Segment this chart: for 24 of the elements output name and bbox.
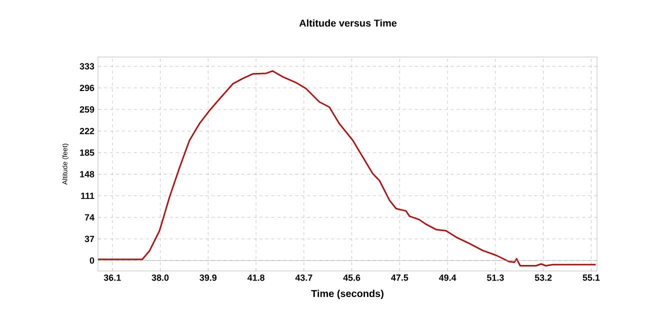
y-tick-label: 0 [90,257,94,264]
y-tick-label: 185 [80,149,94,156]
y-tick-label: 37 [84,236,94,242]
y-tick-label: 111 [81,192,94,199]
x-tick-label: 45.6 [343,274,360,281]
y-tick-label: 296 [80,84,94,92]
y-tick-label: 259 [80,106,94,113]
x-tick-label: 49.4 [438,274,456,281]
x-tick-label: 51.3 [487,274,504,281]
x-tick-label: 38.0 [152,274,169,281]
x-tick-label: 39.9 [200,274,217,281]
x-tick-label: 41.8 [247,274,264,281]
x-tick-label: 43.7 [295,274,312,281]
y-tick-label: 148 [80,171,94,178]
x-axis-title: Time (seconds) [311,290,384,300]
x-tick-label: 53.2 [534,274,552,281]
x-tick-label: 47.5 [391,274,408,281]
line-series [98,70,596,266]
y-tick-label: 74 [84,214,94,220]
x-tick-label: 55.1 [582,274,600,281]
y-tick-label: 333 [80,63,94,70]
x-tick-label: 36.1 [104,274,121,281]
chart-title: Altitude versus Time [299,19,397,27]
y-tick-label: 222 [80,128,94,134]
